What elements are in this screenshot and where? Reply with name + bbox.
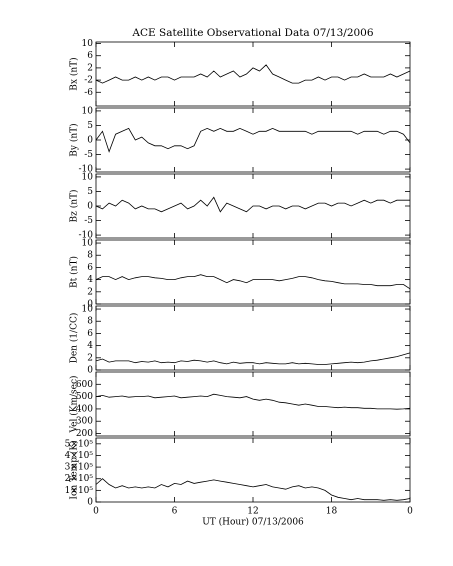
x-tick-label: 0 [407,507,413,517]
y-tick-label: -10 [79,165,94,175]
y-tick-label: 10 [82,39,94,49]
y-tick-label: 5 [87,187,93,197]
y-tick-label: -5 [84,216,93,226]
y-tick-label: -6 [84,88,93,98]
data-line [95,478,411,501]
chart-title: ACE Satellite Observational Data 07/13/2… [131,27,373,39]
y-axis-label: Vel (Km/sec) [69,375,80,433]
y-tick-label: 10 [82,239,94,249]
y-tick-label: 400 [76,404,93,414]
y-tick-label: 600 [76,380,93,390]
y-axis-label: Den (1/CC) [69,313,80,364]
y-tick-label: 500 [76,392,93,402]
panel-frame [95,107,411,173]
data-line [95,274,411,290]
y-tick-label: 8 [87,251,93,261]
y-tick-label: 0 [87,136,93,146]
y-tick-label: 2×10⁵ [65,474,94,484]
y-tick-label: 5 [87,121,93,131]
y-tick-label: 2 [87,353,93,363]
data-line [95,64,411,84]
panel-frame [95,371,411,437]
data-line [95,352,411,365]
x-axis-label: UT (Hour) 07/13/2006 [202,517,304,528]
y-tick-label: 1×10⁵ [65,486,94,496]
y-tick-label: -2 [84,76,93,86]
y-axis-label: Bx (nT) [69,57,80,90]
y-tick-label: 0 [87,366,93,376]
y-axis-label: Bz (nT) [69,189,80,222]
x-tick-label: 6 [172,507,178,517]
data-line [95,196,410,213]
y-tick-label: 0 [87,300,93,310]
y-tick-label: 4 [87,275,93,285]
y-tick-label: 6 [87,51,93,61]
y-axis-label: Ion Temp (K) [69,440,80,499]
y-tick-label: 4×10⁵ [65,451,94,461]
x-tick-label: 18 [326,507,338,517]
y-tick-label: 4 [87,341,93,351]
y-axis-label: Bt (nT) [69,256,80,288]
y-tick-label: 200 [76,429,93,439]
y-tick-label: 8 [87,317,93,327]
y-tick-label: 2 [87,63,93,73]
x-tick-label: 12 [247,507,258,517]
y-tick-label: 6 [87,329,93,339]
y-tick-label: 300 [76,417,93,427]
panel-frame [95,437,411,503]
data-line [95,127,411,153]
y-tick-label: 5×10⁵ [65,439,94,449]
y-tick-label: 10 [82,106,94,116]
y-tick-label: 2 [87,287,93,297]
y-tick-label: 3×10⁵ [65,463,94,473]
panel-frame [95,239,411,305]
y-tick-label: 0 [87,202,93,212]
data-line [95,393,411,410]
y-axis-label: By (nT) [69,123,80,156]
x-tick-label: 0 [93,507,99,517]
panel-frame [95,41,411,107]
y-tick-label: 10 [82,305,94,315]
y-tick-label: 10 [82,172,94,182]
y-tick-label: 6 [87,263,93,273]
panel-frame [95,305,411,371]
y-tick-label: -10 [79,231,94,241]
y-tick-label: 0 [87,498,93,508]
y-tick-label: -5 [84,150,93,160]
